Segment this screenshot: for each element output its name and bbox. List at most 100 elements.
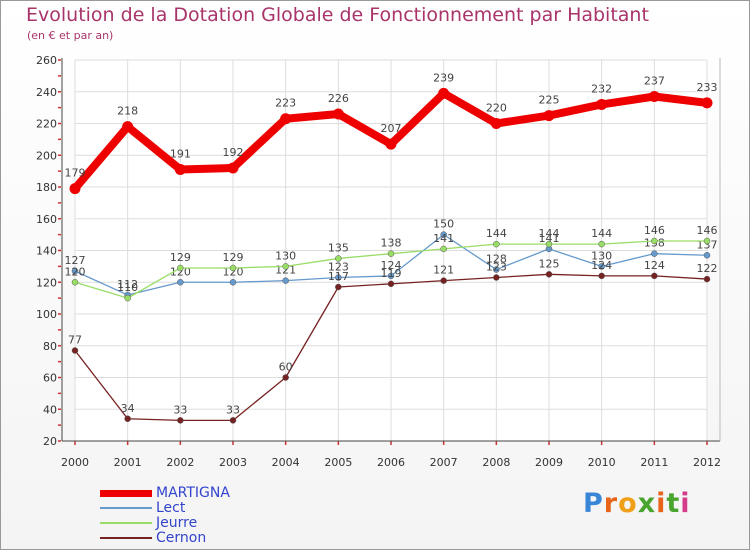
data-label: 122 <box>697 262 718 275</box>
data-point <box>387 250 395 257</box>
data-point <box>387 280 395 288</box>
data-point <box>174 164 186 176</box>
data-point <box>543 110 555 122</box>
y-tick-label: 160 <box>36 213 57 226</box>
legend-swatch <box>100 507 152 509</box>
data-point <box>387 272 395 280</box>
data-label: 138 <box>381 237 402 250</box>
legend-label: Lect <box>156 500 186 516</box>
data-label: 220 <box>486 102 507 115</box>
data-label: 135 <box>328 241 349 254</box>
data-label: 123 <box>486 260 507 273</box>
data-point <box>596 98 608 110</box>
legend-swatch <box>100 489 152 497</box>
data-label: 192 <box>223 146 244 159</box>
x-tick-label: 2002 <box>166 456 194 469</box>
data-point <box>71 347 79 354</box>
data-point <box>229 264 237 272</box>
data-point <box>280 113 292 125</box>
data-point <box>545 240 553 248</box>
x-tick-label: 2006 <box>377 456 405 469</box>
y-tick-label: 220 <box>36 118 57 131</box>
data-point <box>490 118 502 129</box>
legend-item-lect: Lect <box>100 501 185 515</box>
data-point <box>598 263 605 270</box>
data-label: 34 <box>121 402 135 415</box>
data-point <box>71 279 79 286</box>
data-point <box>651 272 658 280</box>
chart-title: Evolution de la Dotation Globale de Fonc… <box>26 4 649 26</box>
data-point <box>335 274 342 281</box>
logo-letter: o <box>618 488 638 519</box>
y-tick-label: 140 <box>36 245 57 258</box>
data-point <box>124 415 131 423</box>
data-point <box>282 277 289 284</box>
data-label: 124 <box>591 259 612 272</box>
data-label: 127 <box>65 254 86 267</box>
legend-swatch <box>100 522 152 524</box>
data-point <box>440 231 447 238</box>
x-tick-label: 2004 <box>272 456 300 469</box>
y-tick-label: 260 <box>36 54 57 67</box>
y-tick-label: 180 <box>36 181 57 194</box>
legend-swatch <box>100 537 152 539</box>
data-label: 33 <box>226 403 240 416</box>
x-tick-label: 2010 <box>588 456 616 469</box>
data-label: 223 <box>275 97 296 110</box>
logo-letter: r <box>603 488 619 519</box>
legend-item-jeurre: Jeurre <box>100 516 197 530</box>
data-label: 128 <box>486 253 507 266</box>
data-point <box>493 266 500 273</box>
logo-letter: i <box>656 488 667 519</box>
data-point <box>282 374 289 381</box>
legend-item-martigna: MARTIGNA <box>100 486 230 500</box>
data-label: 117 <box>328 270 349 283</box>
data-point <box>122 121 134 133</box>
data-label: 144 <box>486 227 507 240</box>
data-point <box>440 245 447 253</box>
data-label: 125 <box>539 257 560 270</box>
data-point <box>229 279 237 286</box>
data-label: 232 <box>591 82 612 95</box>
data-point <box>440 277 447 284</box>
data-point <box>648 91 660 103</box>
data-label: 119 <box>381 267 402 280</box>
data-label: 146 <box>697 224 718 237</box>
legend-label: MARTIGNA <box>156 485 230 501</box>
data-point <box>651 250 658 257</box>
data-label: 141 <box>539 232 560 245</box>
data-label: 191 <box>170 148 191 161</box>
data-label: 130 <box>591 249 612 262</box>
data-label: 218 <box>117 105 138 118</box>
data-point <box>177 279 184 286</box>
y-tick-label: 80 <box>43 340 57 353</box>
data-point <box>229 417 237 424</box>
data-label: 124 <box>644 259 665 272</box>
x-tick-label: 2008 <box>482 456 510 469</box>
legend-item-cernon: Cernon <box>100 531 206 545</box>
proxiti-logo: Proxiti <box>583 488 691 519</box>
y-tick-label: 100 <box>36 308 57 321</box>
data-label: 129 <box>223 251 244 264</box>
x-tick-label: 2005 <box>324 456 352 469</box>
data-point <box>651 237 658 245</box>
data-point <box>71 267 79 275</box>
data-point <box>545 271 553 278</box>
data-label: 239 <box>433 71 454 84</box>
data-label: 120 <box>65 265 86 278</box>
data-point <box>493 240 500 248</box>
data-point <box>69 183 81 195</box>
y-tick-label: 200 <box>36 149 57 162</box>
data-point <box>335 255 342 262</box>
x-tick-label: 2009 <box>535 456 563 469</box>
data-label: 121 <box>433 264 454 277</box>
data-point <box>598 272 605 280</box>
data-point <box>701 97 713 109</box>
data-label: 233 <box>697 81 718 94</box>
data-label: 129 <box>170 251 191 264</box>
data-label: 225 <box>539 94 560 107</box>
data-label: 33 <box>173 403 187 416</box>
data-point <box>493 274 500 281</box>
chart-subtitle: (en € et par an) <box>27 29 114 42</box>
